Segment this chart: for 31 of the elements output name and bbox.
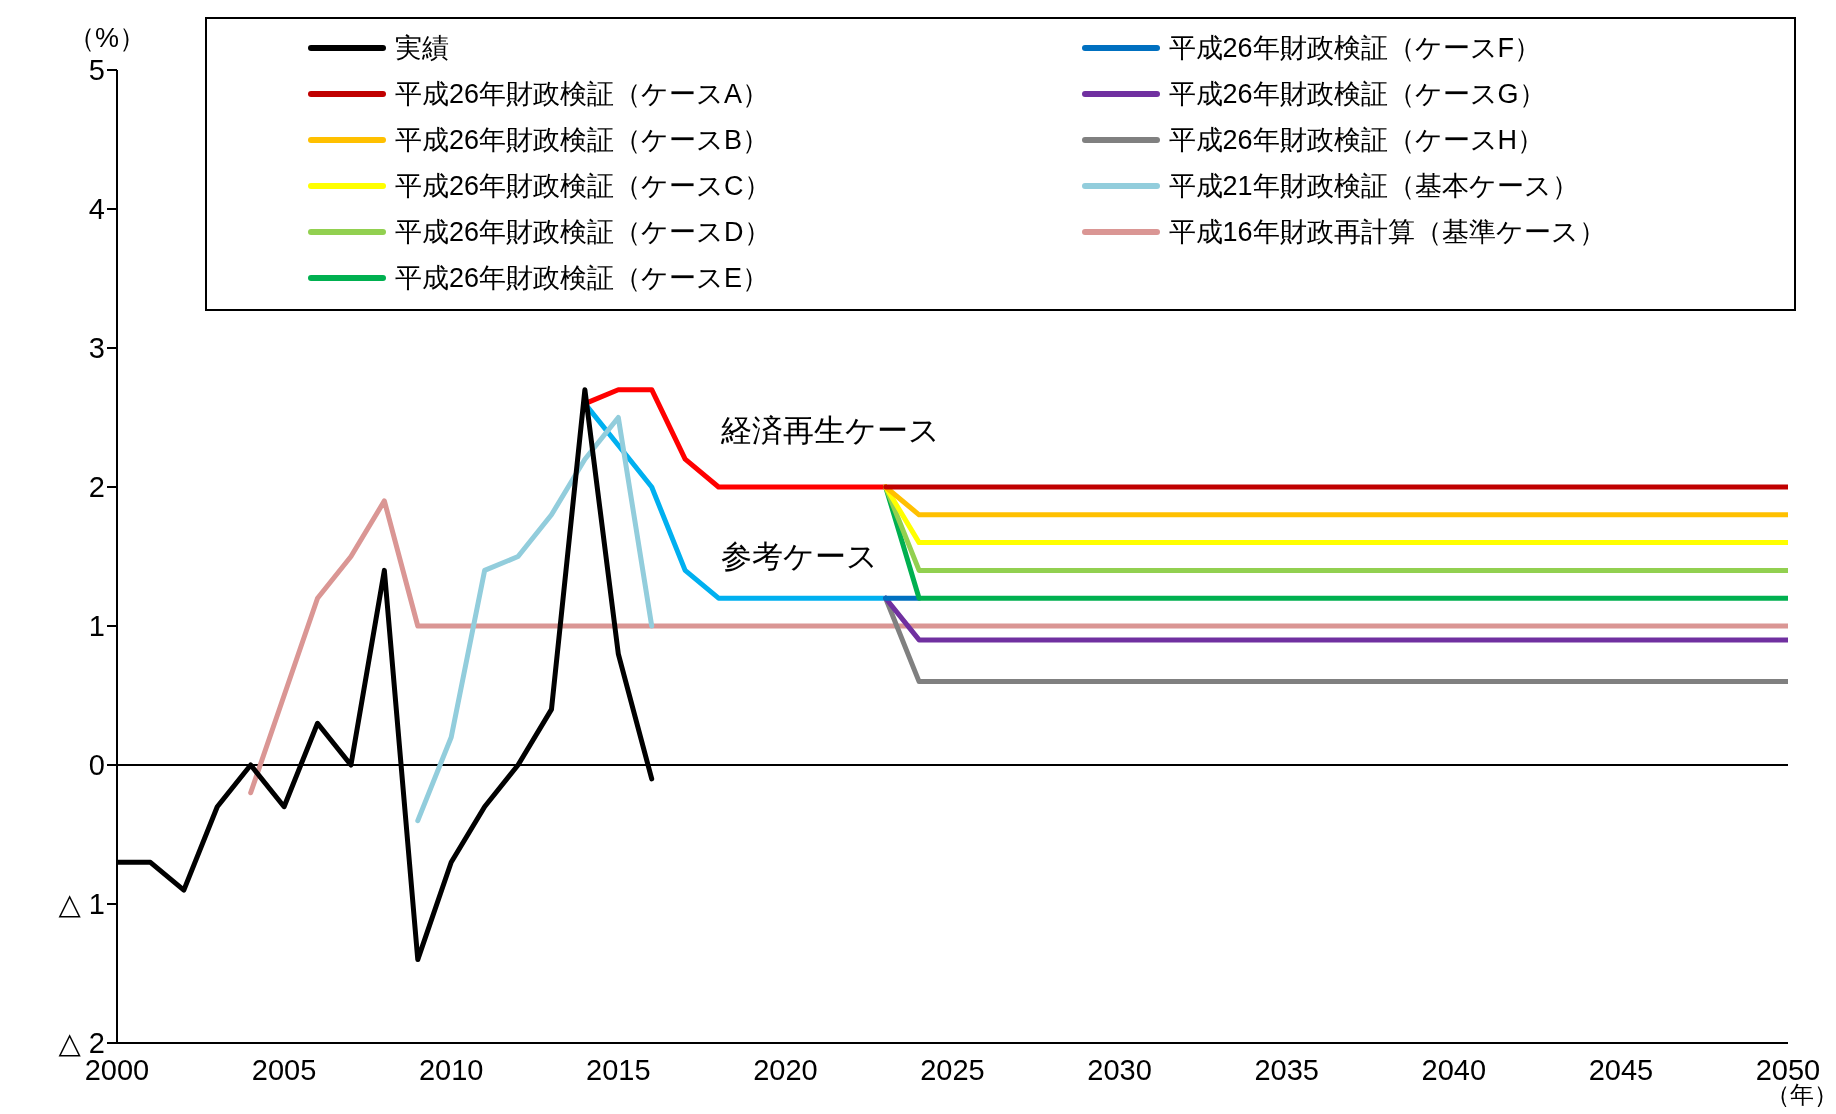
- y-tick-label: 5: [88, 54, 105, 87]
- annotation: 経済再生ケース: [721, 412, 940, 450]
- y-tick-label: 4: [88, 193, 105, 226]
- y-tick-label: △ 1: [58, 888, 105, 921]
- legend-label: 平成26年財政検証（ケースC）: [395, 170, 771, 203]
- x-tick-label: 2005: [251, 1053, 317, 1086]
- x-tick-label: 2035: [1254, 1053, 1319, 1086]
- y-axis-title: （%）: [68, 22, 147, 55]
- x-tick-label: 2020: [753, 1053, 818, 1086]
- y-tick-label: 3: [88, 332, 105, 365]
- y-tick-label: 2: [88, 471, 105, 504]
- x-tick-label: 2030: [1087, 1053, 1152, 1086]
- legend-label: 平成16年財政再計算（基準ケース）: [1168, 216, 1606, 249]
- x-tick-label: 2010: [418, 1053, 484, 1086]
- legend-label: 実績: [395, 32, 449, 65]
- legend-label: 平成26年財政検証（ケースD）: [395, 216, 771, 249]
- legend-label: 平成26年財政検証（ケースA）: [395, 78, 770, 111]
- x-tick-label: 2025: [920, 1053, 985, 1086]
- y-tick-label: 0: [88, 749, 105, 782]
- legend-label: 平成26年財政検証（ケースE）: [395, 262, 770, 295]
- y-tick-label: 1: [88, 610, 105, 643]
- legend-label: 平成26年財政検証（ケースB）: [395, 124, 770, 157]
- annotation: 参考ケース: [721, 538, 878, 576]
- x-axis-title: （年）: [1766, 1080, 1836, 1110]
- legend-label: 平成26年財政検証（ケースF）: [1168, 32, 1542, 65]
- legend-label: 平成21年財政検証（基本ケース）: [1168, 170, 1579, 203]
- legend-label: 平成26年財政検証（ケースH）: [1168, 124, 1545, 157]
- x-tick-label: 2040: [1421, 1053, 1487, 1086]
- legend-label: 平成26年財政検証（ケースG）: [1168, 78, 1546, 111]
- x-tick-label: 2015: [586, 1053, 651, 1086]
- x-tick-label: 2045: [1588, 1053, 1654, 1086]
